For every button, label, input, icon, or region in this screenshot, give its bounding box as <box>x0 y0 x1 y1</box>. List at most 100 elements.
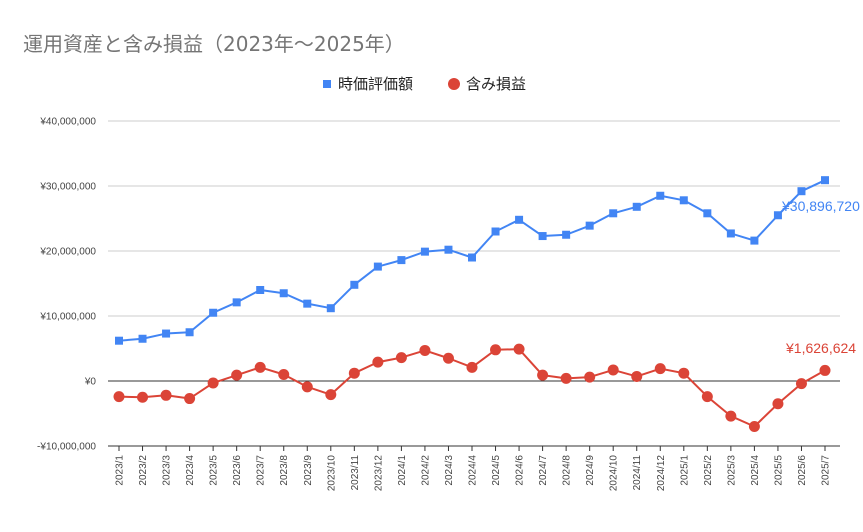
data-point-1 <box>725 410 737 422</box>
data-point-0 <box>562 230 571 239</box>
data-point-0 <box>420 247 429 256</box>
x-tick-label: 2024/8 <box>562 455 573 486</box>
data-point-0 <box>138 334 147 343</box>
data-point-0 <box>303 299 312 308</box>
data-point-0 <box>162 329 171 338</box>
x-tick-label: 2024/12 <box>656 455 667 492</box>
data-point-0 <box>373 262 382 271</box>
data-point-0 <box>703 209 712 218</box>
data-point-1 <box>278 369 290 380</box>
data-point-1 <box>490 344 502 356</box>
x-tick-label: 2024/1 <box>397 455 408 486</box>
x-tick-label: 2025/4 <box>750 455 761 486</box>
x-tick-label: 2024/9 <box>585 455 596 486</box>
x-tick-label: 2023/4 <box>185 455 196 486</box>
data-point-0 <box>350 280 359 289</box>
x-tick-label: 2023/9 <box>303 455 314 486</box>
legend-marker-0 <box>323 80 331 88</box>
legend-marker-1 <box>448 78 460 90</box>
data-point-1 <box>301 381 313 393</box>
y-tick-label: ¥20,000,000 <box>39 247 96 258</box>
data-point-1 <box>325 389 337 401</box>
data-point-1 <box>748 421 760 432</box>
data-point-1 <box>372 356 384 368</box>
data-point-0 <box>797 187 806 196</box>
data-point-0 <box>679 196 688 205</box>
data-point-0 <box>538 232 547 241</box>
data-point-0 <box>397 256 406 265</box>
x-tick-label: 2023/6 <box>232 455 243 486</box>
data-point-0 <box>185 328 194 337</box>
x-tick-label: 2024/11 <box>632 455 643 491</box>
data-point-0 <box>444 245 453 254</box>
data-point-0 <box>726 229 735 238</box>
data-point-0 <box>256 286 265 294</box>
data-point-1 <box>560 372 572 384</box>
series-line-1 <box>118 348 826 428</box>
data-point-1 <box>466 361 478 373</box>
data-point-1 <box>607 364 619 376</box>
data-point-1 <box>419 344 431 356</box>
x-tick-label: 2025/7 <box>821 455 832 486</box>
data-point-0 <box>115 336 123 345</box>
y-tick-label: ¥0 <box>84 377 97 388</box>
data-point-1 <box>678 367 690 379</box>
data-point-0 <box>515 215 524 224</box>
data-point-1 <box>819 364 831 376</box>
data-point-0 <box>750 236 759 245</box>
data-point-1 <box>442 352 454 364</box>
data-point-0 <box>773 211 782 220</box>
y-tick-label: ¥40,000,000 <box>39 117 96 128</box>
y-tick-label: ¥30,000,000 <box>39 182 96 193</box>
data-point-0 <box>491 227 500 236</box>
data-point-1 <box>395 352 407 364</box>
data-point-0 <box>609 209 618 218</box>
x-tick-label: 2023/8 <box>279 455 290 486</box>
x-tick-label: 2023/2 <box>138 455 149 486</box>
y-tick-label: -¥10,000,000 <box>37 442 96 453</box>
data-point-0 <box>279 289 288 298</box>
legend-label-1: 含み損益 <box>466 75 526 93</box>
x-tick-label: 2024/10 <box>609 455 620 492</box>
x-tick-label: 2025/6 <box>797 455 808 486</box>
data-point-0 <box>656 191 665 200</box>
data-point-0 <box>821 176 829 185</box>
data-point-1 <box>772 398 784 410</box>
data-point-0 <box>468 253 476 262</box>
data-point-0 <box>209 308 218 317</box>
x-tick-label: 2025/1 <box>679 455 690 486</box>
data-point-1 <box>254 361 266 373</box>
x-tick-label: 2024/7 <box>538 455 549 486</box>
data-point-1 <box>207 377 219 389</box>
data-point-1 <box>584 371 596 383</box>
data-point-0 <box>326 304 335 313</box>
x-tick-label: 2025/2 <box>703 455 714 486</box>
data-point-1 <box>654 363 666 375</box>
x-tick-label: 2023/12 <box>373 455 384 492</box>
end-label-1: ¥1,626,624 <box>785 340 856 356</box>
x-tick-label: 2025/5 <box>773 455 784 486</box>
data-point-1 <box>231 369 243 381</box>
x-tick-label: 2024/4 <box>468 455 479 486</box>
data-point-1 <box>537 369 549 381</box>
x-tick-label: 2023/10 <box>326 455 337 492</box>
data-point-1 <box>184 393 196 405</box>
x-tick-label: 2023/5 <box>209 455 220 486</box>
end-label-0: ¥30,896,720 <box>781 198 860 214</box>
x-tick-label: 2024/6 <box>515 455 526 486</box>
data-point-1 <box>795 378 807 390</box>
x-tick-label: 2023/3 <box>162 455 173 486</box>
y-tick-label: ¥10,000,000 <box>39 312 96 323</box>
data-point-1 <box>631 370 643 382</box>
data-point-1 <box>113 391 125 403</box>
data-point-1 <box>701 391 713 403</box>
data-point-0 <box>632 202 641 211</box>
data-point-1 <box>513 343 525 355</box>
data-point-1 <box>137 391 149 403</box>
data-point-0 <box>585 221 594 230</box>
chart-title: 運用資産と含み損益（2023年～2025年） <box>23 32 405 56</box>
legend-label-0: 時価評価額 <box>338 75 413 93</box>
x-tick-label: 2023/11 <box>350 455 361 491</box>
